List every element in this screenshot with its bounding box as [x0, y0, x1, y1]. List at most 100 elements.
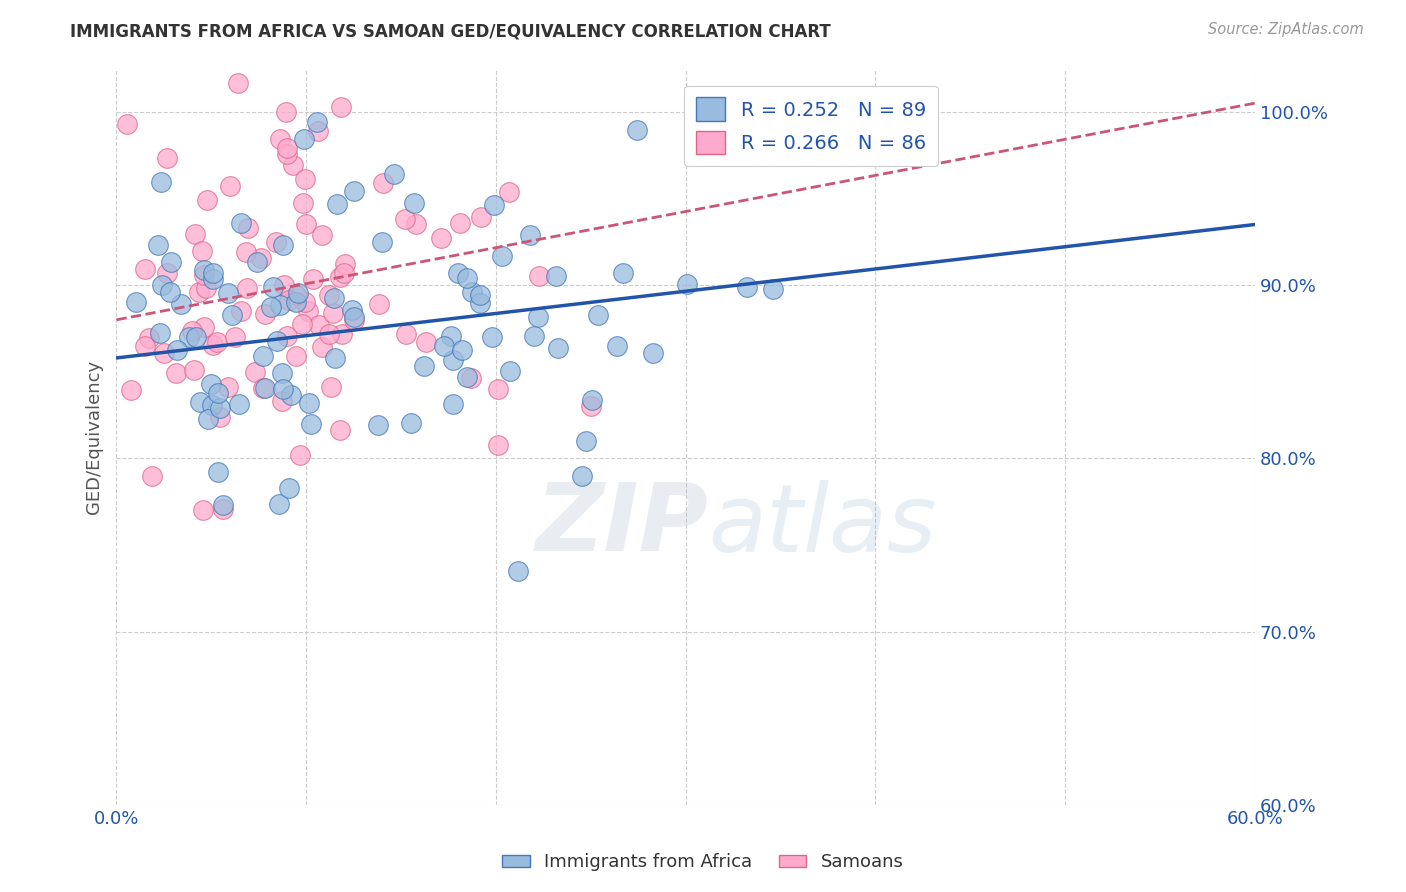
Point: [451, 343, 474, 357]
Point: [641, 345, 664, 359]
Point: [276, 141, 298, 155]
Point: [217, 285, 239, 300]
Point: [229, 303, 252, 318]
Legend: Immigrants from Africa, Samoans: Immigrants from Africa, Samoans: [495, 847, 911, 879]
Point: [311, 340, 333, 354]
Point: [291, 318, 314, 332]
Point: [382, 167, 405, 181]
Point: [318, 287, 340, 301]
Point: [544, 269, 567, 284]
Point: [571, 468, 593, 483]
Point: [284, 349, 307, 363]
Point: [180, 324, 202, 338]
Point: [287, 285, 309, 300]
Point: [308, 318, 330, 333]
Point: [236, 220, 259, 235]
Point: [146, 237, 169, 252]
Point: [299, 417, 322, 431]
Point: [186, 330, 208, 344]
Point: [429, 231, 451, 245]
Text: Source: ZipAtlas.com: Source: ZipAtlas.com: [1208, 22, 1364, 37]
Point: [252, 381, 274, 395]
Point: [246, 255, 269, 269]
Point: [150, 277, 173, 292]
Point: [449, 216, 471, 230]
Point: [280, 388, 302, 402]
Point: [292, 196, 315, 211]
Point: [177, 330, 200, 344]
Point: [193, 268, 215, 282]
Point: [415, 334, 437, 349]
Point: [285, 294, 308, 309]
Point: [201, 398, 224, 412]
Point: [191, 502, 214, 516]
Point: [260, 300, 283, 314]
Legend: R = 0.252   N = 89, R = 0.266   N = 86: R = 0.252 N = 89, R = 0.266 N = 86: [685, 86, 938, 166]
Point: [440, 329, 463, 343]
Point: [209, 409, 232, 424]
Point: [194, 281, 217, 295]
Point: [481, 329, 503, 343]
Point: [394, 211, 416, 226]
Point: [413, 359, 436, 373]
Point: [190, 244, 212, 259]
Point: [326, 197, 349, 211]
Point: [283, 158, 305, 172]
Point: [343, 310, 366, 325]
Point: [184, 227, 207, 241]
Point: [297, 304, 319, 318]
Point: [575, 434, 598, 448]
Point: [288, 448, 311, 462]
Point: [193, 263, 215, 277]
Point: [141, 469, 163, 483]
Point: [273, 238, 295, 252]
Point: [243, 365, 266, 379]
Point: [285, 288, 308, 302]
Point: [526, 310, 548, 324]
Point: [292, 132, 315, 146]
Point: [276, 146, 298, 161]
Point: [491, 249, 513, 263]
Point: [343, 184, 366, 198]
Point: [612, 266, 634, 280]
Point: [395, 326, 418, 341]
Point: [470, 296, 492, 310]
Point: [267, 497, 290, 511]
Point: [735, 279, 758, 293]
Point: [138, 331, 160, 345]
Point: [581, 392, 603, 407]
Point: [271, 366, 294, 380]
Point: [441, 397, 464, 411]
Point: [506, 564, 529, 578]
Point: [676, 277, 699, 292]
Point: [201, 266, 224, 280]
Point: [470, 210, 492, 224]
Point: [486, 438, 509, 452]
Point: [311, 228, 333, 243]
Point: [295, 218, 318, 232]
Point: [626, 123, 648, 137]
Point: [329, 270, 352, 285]
Point: [333, 257, 356, 271]
Point: [156, 266, 179, 280]
Point: [278, 481, 301, 495]
Point: [134, 339, 156, 353]
Point: [330, 327, 353, 342]
Point: [547, 342, 569, 356]
Point: [202, 337, 225, 351]
Point: [762, 282, 785, 296]
Point: [235, 244, 257, 259]
Point: [169, 297, 191, 311]
Point: [482, 198, 505, 212]
Point: [219, 179, 242, 194]
Point: [274, 105, 297, 120]
Point: [228, 397, 250, 411]
Point: [527, 269, 550, 284]
Point: [368, 297, 391, 311]
Point: [307, 124, 329, 138]
Point: [221, 308, 243, 322]
Point: [252, 349, 274, 363]
Point: [149, 326, 172, 341]
Point: [498, 185, 520, 199]
Point: [211, 498, 233, 512]
